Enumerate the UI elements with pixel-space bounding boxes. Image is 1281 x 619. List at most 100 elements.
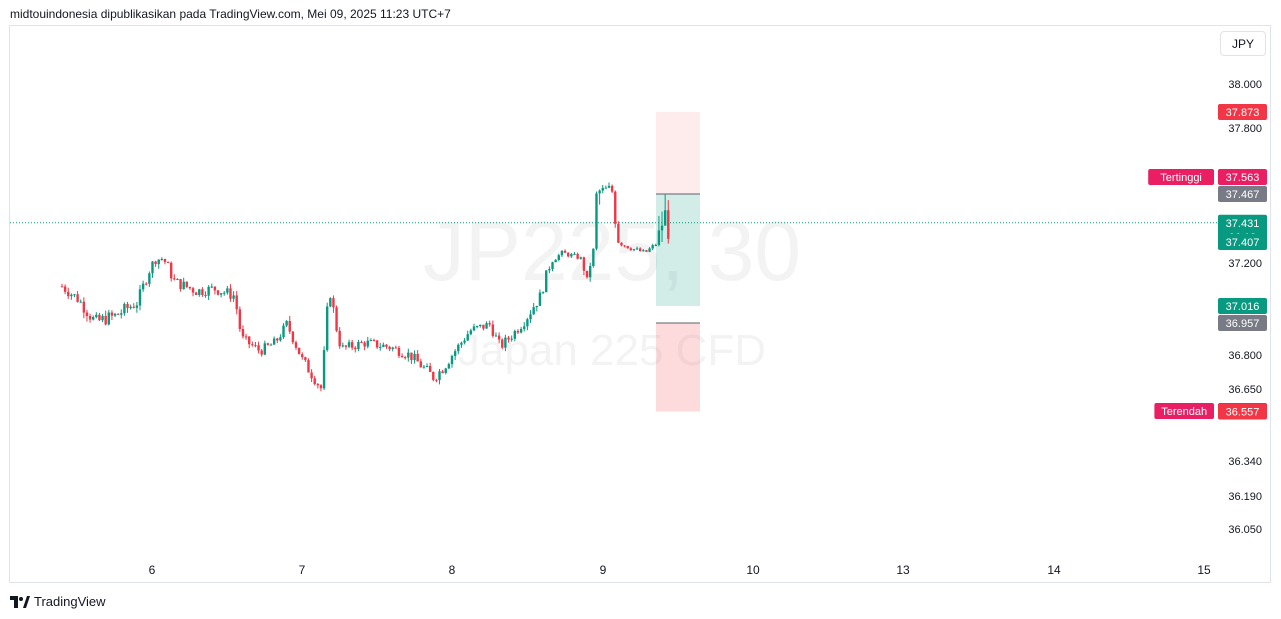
candle-119 [432, 371, 435, 382]
candle-79 [307, 358, 310, 373]
candle-44 [198, 288, 201, 297]
candle-31 [157, 259, 160, 269]
candle-69 [276, 337, 279, 344]
candle-22 [129, 304, 132, 310]
y-tick-label: 36.050 [1228, 524, 1262, 536]
candle-179 [620, 242, 623, 247]
candle-194 [667, 200, 670, 244]
candle-137 [488, 320, 491, 327]
candle-124 [447, 362, 451, 369]
candle-60 [248, 336, 251, 349]
candle-97 [363, 340, 366, 351]
candle-72 [285, 320, 288, 327]
candle-66 [266, 342, 270, 346]
candle-139 [494, 332, 498, 337]
candle-111 [407, 348, 410, 362]
candle-155 [545, 270, 548, 293]
candle-53 [226, 285, 229, 295]
candle-27 [145, 282, 148, 286]
candle-94 [354, 346, 357, 353]
candle-169 [588, 262, 592, 282]
candle-15 [107, 309, 110, 326]
candle-170 [592, 248, 595, 268]
candle-190 [654, 243, 657, 247]
candle-12 [98, 312, 101, 322]
candle-9 [88, 313, 92, 323]
candle-127 [457, 343, 460, 355]
candle-121 [438, 368, 441, 385]
candle-113 [413, 350, 416, 364]
candle-43 [194, 291, 198, 295]
candle-25 [138, 284, 142, 311]
candle-126 [453, 349, 457, 361]
x-axis[interactable]: 6 7 8 9 10 13 14 15 [149, 563, 1211, 577]
candle-138 [491, 320, 495, 338]
candle-70 [279, 334, 282, 342]
candle-24 [135, 301, 139, 313]
price-badge-37.467: 37.467 [1218, 186, 1267, 202]
price-badge-36.957: 36.957 [1218, 315, 1267, 331]
chart-frame [9, 25, 1271, 583]
candle-181 [626, 245, 629, 249]
candle-90 [341, 342, 344, 348]
candle-130 [466, 330, 469, 341]
candle-88 [335, 305, 338, 333]
candle-20 [123, 302, 126, 316]
candle-7 [82, 297, 86, 319]
candle-184 [635, 246, 639, 250]
candle-58 [241, 325, 245, 339]
price-badges: 37.87337.563Tertinggi37.46737.43106:1337… [1148, 103, 1267, 420]
candle-149 [526, 317, 529, 331]
candle-102 [379, 342, 382, 351]
candle-36 [173, 274, 176, 281]
badge-label-bg [1148, 169, 1214, 185]
candle-63 [257, 341, 260, 354]
candle-152 [535, 305, 539, 312]
candle-84 [322, 346, 326, 391]
candle-128 [460, 341, 463, 348]
candle-110 [404, 355, 407, 360]
badge-label-bg [1154, 403, 1214, 419]
candle-8 [85, 309, 89, 322]
candle-185 [639, 247, 642, 252]
candle-28 [148, 271, 151, 288]
x-tick-label: 14 [1047, 563, 1061, 577]
candle-131 [469, 328, 473, 336]
price-badge-value: 37.873 [1226, 107, 1260, 119]
currency-button[interactable]: JPY [1220, 31, 1266, 56]
candle-186 [642, 249, 645, 252]
position-zones [656, 111, 700, 412]
candle-77 [301, 352, 304, 360]
candle-78 [304, 356, 307, 362]
candle-107 [394, 345, 398, 349]
y-tick-label: 37.800 [1228, 123, 1262, 135]
tradingview-logo[interactable]: TradingView [10, 594, 106, 609]
candle-93 [350, 339, 354, 351]
y-tick-label: 37.200 [1228, 258, 1262, 270]
price-badge-value: 37.431 [1226, 218, 1260, 230]
candle-83 [319, 384, 323, 392]
y-tick-label: 36.190 [1228, 491, 1262, 503]
candle-55 [232, 291, 235, 302]
zone-stop-2 [656, 323, 700, 412]
candle-47 [207, 285, 210, 301]
candle-176 [610, 184, 614, 193]
y-axis[interactable]: 38.000 37.800 37.200 36.800 36.650 36.340 36.1… [1228, 79, 1262, 536]
candle-92 [347, 339, 351, 349]
watermark-symbol: JP225, 30 [423, 204, 801, 298]
x-tick-label: 15 [1197, 563, 1211, 577]
candle-61 [251, 341, 254, 347]
candle-147 [519, 326, 523, 334]
candle-39 [182, 277, 185, 290]
candle-117 [425, 363, 429, 368]
candle-159 [557, 253, 560, 262]
candle-59 [244, 333, 248, 340]
candle-13 [101, 313, 104, 323]
candle-103 [382, 342, 385, 348]
candle-122 [441, 369, 444, 374]
candle-132 [472, 323, 476, 332]
price-badge-37.016: 37.016 [1218, 298, 1267, 314]
candle-188 [648, 247, 651, 253]
candle-45 [201, 287, 204, 297]
